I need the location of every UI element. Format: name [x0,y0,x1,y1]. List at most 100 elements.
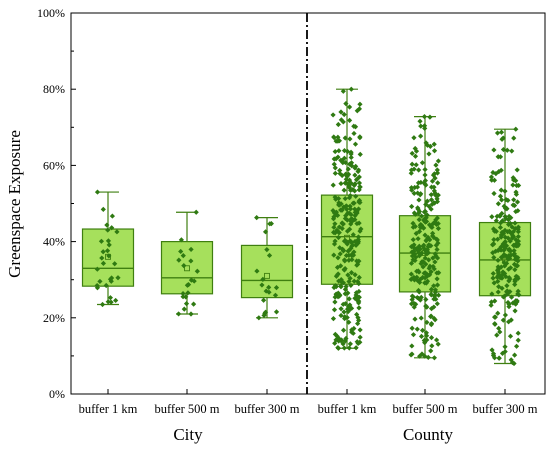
data-point [408,271,414,277]
y-tick-label: 40% [43,235,65,249]
data-point [348,221,354,227]
data-point [105,227,111,233]
data-point [491,237,497,243]
data-point [430,220,436,227]
data-point [352,213,358,219]
data-point [418,123,424,129]
data-point [432,259,438,265]
data-point [494,274,500,280]
data-point [506,301,512,307]
data-point [343,176,349,182]
data-point [99,255,105,261]
data-point [415,236,421,242]
data-point [423,215,429,221]
data-point [354,262,360,268]
data-point [421,225,427,231]
data-point [100,260,107,266]
data-point [332,148,338,155]
data-point [430,255,436,261]
data-point [491,177,498,183]
data-point [506,247,512,253]
data-point [417,224,424,230]
data-point [432,175,438,181]
data-point [490,250,496,256]
data-point [510,182,516,188]
data-point [435,158,441,164]
data-point [430,230,436,236]
data-point [104,222,110,228]
data-point [434,215,440,221]
data-point [491,228,498,234]
data-point [431,315,437,322]
data-point [346,104,353,110]
data-point [273,309,280,315]
data-point [433,337,440,343]
data-point [409,343,415,349]
data-point [413,162,419,168]
data-point [495,289,501,295]
data-point [335,195,342,202]
data-point [506,228,512,234]
data-point [421,180,427,186]
data-point [100,249,106,255]
data-point [496,284,502,290]
data-point [180,294,186,300]
data-point [113,297,119,304]
data-point [414,294,420,301]
data-point [340,247,347,254]
data-point [340,119,346,125]
data-point [422,166,428,173]
data-point [105,238,112,244]
data-point [354,220,360,227]
data-point [495,257,501,263]
data-point [428,348,434,354]
data-point [337,170,343,177]
data-point [421,242,427,248]
data-point [356,180,363,186]
data-point [512,256,518,262]
data-point [330,316,337,322]
data-point [414,184,421,190]
data-point [508,215,514,221]
data-point [354,339,360,345]
data-point [515,238,521,244]
data-point [416,167,422,173]
data-point [413,254,419,260]
data-point [337,251,343,257]
data-point [419,160,426,166]
data-point [351,278,357,284]
data-point [514,182,520,189]
data-point [415,287,422,294]
data-point [515,229,521,235]
data-point [352,188,358,194]
data-point [331,210,337,216]
data-point [357,101,363,107]
data-point [183,301,190,307]
data-point [427,114,433,120]
data-point [263,288,269,294]
data-point [500,253,507,259]
data-point [260,276,266,282]
data-point [356,274,362,281]
data-point [191,301,197,307]
data-point [193,209,199,215]
data-point [431,283,437,289]
data-point [341,345,347,351]
data-point [411,135,417,141]
data-point [506,266,512,272]
data-point [342,238,348,244]
data-point [346,319,352,325]
data-point [109,213,115,219]
data-point [515,224,521,230]
data-point [108,278,114,284]
data-point [514,199,521,205]
boxes-layer [81,88,532,365]
data-point [506,278,512,284]
data-point [426,151,432,157]
data-point [509,224,515,230]
box-iqr [240,244,294,299]
data-point [333,196,339,202]
data-point [267,221,273,227]
data-point [409,325,415,331]
data-point [513,189,519,195]
